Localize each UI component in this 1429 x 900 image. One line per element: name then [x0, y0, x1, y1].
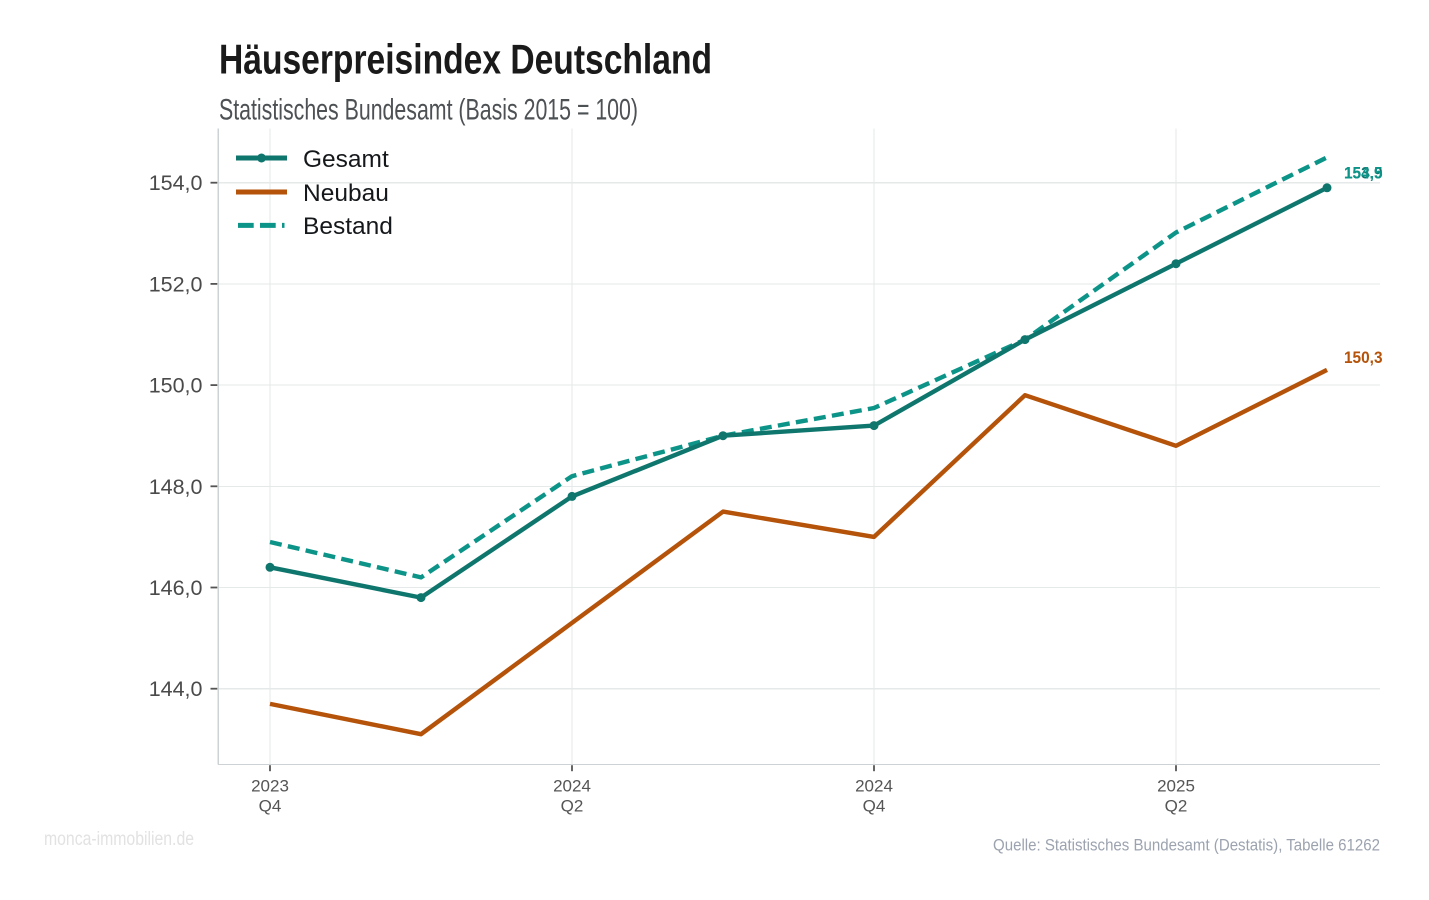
svg-text:Häuserpreisindex Deutschland: Häuserpreisindex Deutschland: [219, 36, 712, 83]
svg-text:Statistisches Bundesamt (Basis: Statistisches Bundesamt (Basis 2015 = 10…: [219, 94, 638, 127]
svg-text:152,0: 152,0: [149, 272, 203, 296]
svg-text:153,9: 153,9: [1344, 164, 1383, 183]
svg-text:Q4: Q4: [259, 797, 282, 816]
svg-text:150,0: 150,0: [149, 374, 203, 398]
svg-text:150,3: 150,3: [1344, 348, 1383, 367]
svg-text:2025: 2025: [1157, 777, 1195, 796]
svg-text:154,5: 154,5: [1344, 164, 1383, 183]
svg-text:154,0: 154,0: [149, 171, 203, 195]
svg-text:Q2: Q2: [561, 797, 584, 816]
svg-text:148,0: 148,0: [149, 475, 203, 499]
svg-text:Quelle: Statistisches Bundesam: Quelle: Statistisches Bundesamt (Destati…: [993, 836, 1380, 855]
svg-text:Q2: Q2: [1165, 797, 1188, 816]
svg-text:146,0: 146,0: [149, 576, 203, 600]
svg-text:Gesamt: Gesamt: [303, 146, 389, 173]
svg-text:2023: 2023: [251, 777, 289, 796]
svg-text:144,0: 144,0: [149, 677, 203, 701]
svg-text:Neubau: Neubau: [303, 180, 389, 207]
svg-text:Bestand: Bestand: [303, 213, 393, 240]
svg-text:monca-immobilien.de: monca-immobilien.de: [44, 828, 194, 850]
svg-text:2024: 2024: [855, 777, 893, 796]
svg-text:2024: 2024: [553, 777, 591, 796]
svg-text:Q4: Q4: [863, 797, 886, 816]
